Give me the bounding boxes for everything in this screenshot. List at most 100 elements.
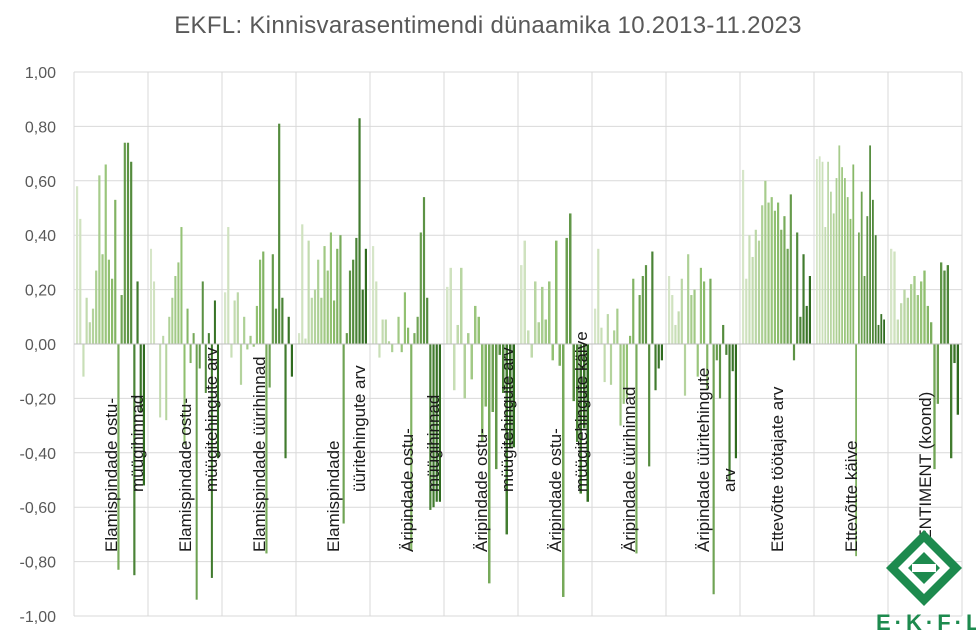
bar (869, 145, 871, 344)
bar (189, 344, 192, 364)
bar (816, 159, 818, 344)
bar (761, 205, 764, 344)
bar (76, 186, 79, 344)
bar (527, 330, 530, 344)
bar (204, 344, 207, 393)
bar (786, 248, 789, 344)
bar (796, 232, 799, 344)
category-label: Äripindade ostu-müügihinnad (398, 395, 443, 552)
bar (403, 292, 406, 344)
bar (509, 344, 512, 448)
bar (259, 259, 262, 344)
bar (79, 218, 82, 344)
bar (537, 322, 540, 344)
bar (849, 218, 852, 344)
bar (569, 213, 572, 344)
bar (683, 344, 687, 396)
bar (252, 344, 255, 347)
bar (855, 344, 857, 557)
bar (597, 248, 600, 344)
bar (274, 308, 278, 344)
bar (544, 319, 547, 344)
bar (391, 344, 394, 353)
bar (460, 267, 463, 344)
bar (699, 267, 702, 344)
bar (956, 344, 959, 415)
bar (255, 305, 258, 344)
bar (484, 344, 487, 407)
bar (310, 297, 313, 344)
bar (824, 227, 827, 344)
bar (82, 344, 85, 377)
bar (207, 333, 210, 344)
y-tick-label: 0,60 (25, 174, 56, 191)
bar (298, 333, 301, 344)
bar (345, 333, 348, 344)
bar (133, 344, 136, 576)
y-tick-label: -0,20 (20, 391, 57, 408)
bar (751, 256, 754, 344)
bar (583, 344, 586, 429)
bar (378, 344, 381, 358)
bar (638, 295, 641, 344)
bar (239, 344, 243, 385)
bar (361, 289, 364, 344)
ekfl-logo-text: E·K·F·L (876, 610, 976, 635)
bar (625, 344, 628, 399)
bar (757, 240, 761, 344)
bar (668, 276, 671, 344)
bar (153, 281, 156, 344)
bar (906, 297, 909, 344)
category-label: Äripindade ostu-müügitehingute arv (472, 347, 517, 552)
bar (281, 297, 284, 344)
bar (677, 311, 680, 344)
bar (498, 344, 501, 355)
bar (432, 344, 435, 508)
bar (413, 333, 416, 344)
bar (171, 297, 174, 344)
bar (846, 197, 849, 344)
bar (767, 202, 770, 344)
bar (603, 344, 606, 383)
bar (690, 295, 693, 344)
bar (192, 333, 195, 344)
bar (201, 281, 204, 344)
bar (943, 270, 946, 344)
bar (923, 270, 926, 344)
bar (470, 344, 473, 380)
bar (830, 191, 832, 344)
bar (674, 324, 677, 344)
bar (706, 344, 709, 391)
bar (606, 314, 609, 344)
bar (709, 278, 712, 344)
bar (230, 344, 233, 358)
category-label: Elamispindade ostu-müügitehingute arv (176, 347, 221, 552)
bar (896, 319, 899, 344)
bar (307, 240, 310, 344)
bar (893, 251, 896, 344)
bar (877, 324, 880, 344)
bar (95, 270, 98, 344)
bar (913, 276, 916, 344)
bar (872, 199, 874, 344)
bar (866, 216, 869, 344)
bar (352, 259, 355, 344)
bar (491, 344, 494, 412)
bar (271, 254, 274, 344)
bar (789, 194, 792, 344)
bar (696, 344, 699, 377)
bar (262, 251, 265, 344)
bar (715, 344, 718, 361)
bar (903, 289, 906, 344)
bar (754, 229, 757, 344)
bar (731, 344, 734, 372)
bar (910, 284, 913, 344)
bar (284, 344, 287, 459)
bar (488, 344, 491, 584)
bar (227, 227, 230, 344)
bar (654, 344, 657, 391)
bar (348, 270, 352, 344)
bar (246, 344, 249, 350)
bar (520, 265, 523, 344)
